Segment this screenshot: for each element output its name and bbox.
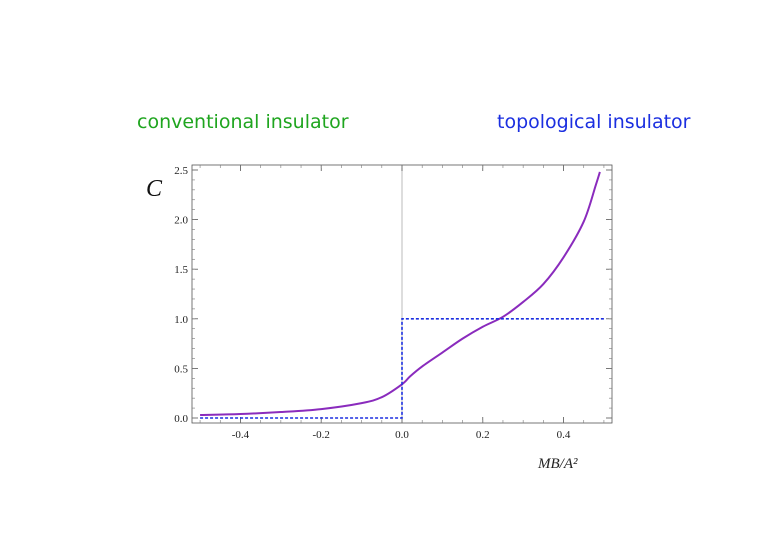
y-tick-label: 0.0: [174, 413, 188, 425]
y-tick-label: 0.5: [174, 363, 188, 375]
x-tick-label: -0.4: [232, 429, 250, 441]
y-tick-label: 1.0: [174, 314, 188, 326]
step-function-line: [200, 318, 604, 419]
y-tick-label: 2.0: [174, 215, 188, 227]
conventional-insulator-label: conventional insulator: [137, 111, 349, 133]
topological-insulator-label: topological insulator: [497, 111, 691, 133]
chern-number-curve: [200, 171, 601, 417]
series-group: [200, 171, 604, 419]
x-tick-label: 0.0: [395, 429, 409, 441]
x-tick-label: -0.2: [313, 429, 330, 441]
x-tick-label: 0.4: [557, 429, 571, 441]
x-axis-ticks: -0.4 -0.2 0.0 0.2 0.4: [199, 165, 605, 441]
y-tick-label: 1.5: [174, 264, 188, 276]
y-axis-label: C: [146, 176, 163, 202]
x-tick-label: 0.2: [476, 429, 490, 441]
y-axis-ticks: 0.0 0.5 1.0 1.5 2.0 2.5: [174, 165, 612, 425]
x-axis-label: MB/A²: [537, 456, 578, 472]
y-tick-label: 2.5: [174, 165, 188, 177]
